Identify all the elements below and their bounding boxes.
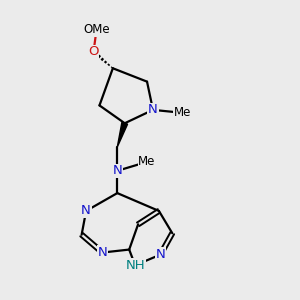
Text: N: N [98,246,107,259]
Text: N: N [148,103,158,116]
Text: O: O [88,45,99,58]
Text: OMe: OMe [83,23,110,36]
Text: N: N [81,204,91,218]
Text: Me: Me [174,106,191,119]
Text: N: N [155,248,165,261]
Polygon shape [117,122,128,147]
Text: N: N [112,164,122,177]
Text: NH: NH [125,259,145,272]
Text: Me: Me [138,155,156,168]
